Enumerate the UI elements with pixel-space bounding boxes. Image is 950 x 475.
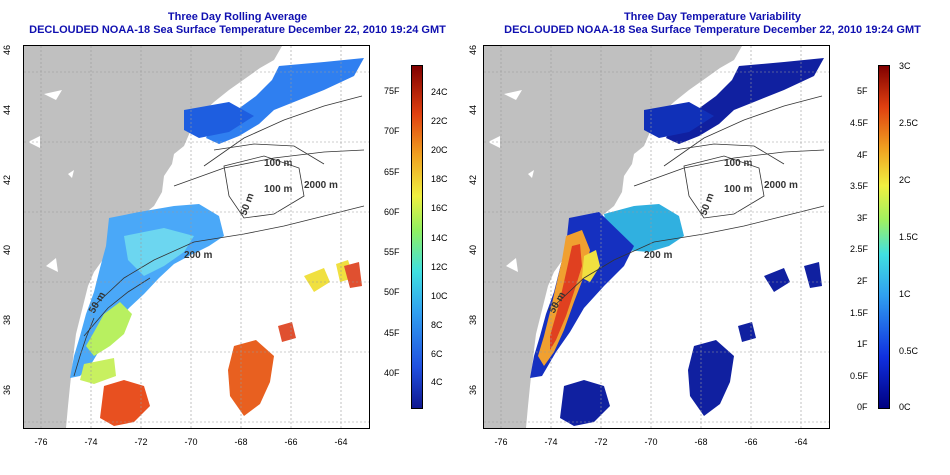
colorbar-label-f: 2.5F <box>850 244 869 254</box>
sst-average-panel: Three Day Rolling Average DECLOUDED NOAA… <box>2 11 448 447</box>
land <box>24 46 282 428</box>
colorbar-label-f: 1.5F <box>850 308 869 318</box>
contour-label: 2000 m <box>304 180 338 191</box>
lat-tick: 38 <box>2 315 12 326</box>
lon-tick: -72 <box>134 437 148 447</box>
panel-title: Three Day Rolling Average <box>167 11 308 23</box>
lat-tick: 36 <box>468 385 478 396</box>
contour-label: 200 m <box>184 250 212 261</box>
lon-tick: -70 <box>644 437 658 447</box>
colorbar-label-c: 2.5C <box>899 118 919 128</box>
panel-subtitle: DECLOUDED NOAA-18 Sea Surface Temperatur… <box>29 24 446 36</box>
contour-label: 100 m <box>724 184 752 195</box>
lat-tick: 38 <box>468 315 478 326</box>
contour-label: 200 m <box>644 250 672 261</box>
colorbar-label-c: 14C <box>431 233 448 243</box>
colorbar-label-c: 18C <box>431 174 448 184</box>
colorbar-label-f: 40F <box>384 368 400 378</box>
colorbar-label-c: 6C <box>431 349 443 359</box>
colorbar-label-f: 2F <box>857 276 868 286</box>
lat-tick: 42 <box>468 175 478 186</box>
colorbar-label-f: 50F <box>384 287 400 297</box>
colorbar-label-c: 20C <box>431 145 448 155</box>
lon-tick: -74 <box>84 437 98 447</box>
lat-tick: 44 <box>468 105 478 116</box>
lon-tick: -66 <box>284 437 298 447</box>
lon-tick: -64 <box>334 437 348 447</box>
colorbar-label-f: 0.5F <box>850 371 869 381</box>
land <box>484 46 742 428</box>
colorbar-label-f: 5F <box>857 86 868 96</box>
lat-tick: 36 <box>2 385 12 396</box>
lat-tick: 40 <box>468 245 478 256</box>
lat-tick: 42 <box>2 175 12 186</box>
colorbar-label-c: 3C <box>899 61 911 71</box>
colorbar-label-c: 8C <box>431 320 443 330</box>
colorbar-label-f: 4F <box>857 150 868 160</box>
contour-label: 100 m <box>264 184 292 195</box>
lon-tick: -70 <box>184 437 198 447</box>
temperature-colorbar <box>411 65 423 409</box>
lon-tick: -66 <box>744 437 758 447</box>
lon-tick: -76 <box>34 437 48 447</box>
colorbar-label-f: 70F <box>384 126 400 136</box>
colorbar-label-f: 60F <box>384 207 400 217</box>
colorbar-label-c: 1C <box>899 289 911 299</box>
colorbar-label-c: 0C <box>899 402 911 412</box>
sst-average-map: 100 m 2000 m 100 m 50 m 200 m 50 m <box>23 45 370 429</box>
colorbar-label-c: 22C <box>431 116 448 126</box>
lat-tick: 46 <box>2 45 12 56</box>
lon-tick: -72 <box>594 437 608 447</box>
lat-tick: 46 <box>468 45 478 56</box>
lat-tick: 40 <box>2 245 12 256</box>
lon-tick: -68 <box>234 437 248 447</box>
colorbar-label-f: 75F <box>384 86 400 96</box>
lon-tick: -64 <box>794 437 808 447</box>
panel-subtitle: DECLOUDED NOAA-18 Sea Surface Temperatur… <box>504 24 921 36</box>
lon-tick: -74 <box>544 437 558 447</box>
colorbar-label-f: 4.5F <box>850 118 869 128</box>
lon-tick: -76 <box>494 437 508 447</box>
colorbar-label-f: 0F <box>857 402 868 412</box>
colorbar-label-c: 16C <box>431 203 448 213</box>
colorbar-label-f: 65F <box>384 167 400 177</box>
variability-colorbar <box>878 65 890 409</box>
colorbar-label-c: 1.5C <box>899 232 919 242</box>
colorbar-label-f: 55F <box>384 247 400 257</box>
contour-label: 2000 m <box>764 180 798 191</box>
colorbar-label-c: 4C <box>431 377 443 387</box>
colorbar-label-f: 45F <box>384 328 400 338</box>
contour-label: 100 m <box>724 158 752 169</box>
colorbar-label-c: 12C <box>431 262 448 272</box>
lon-tick: -68 <box>694 437 708 447</box>
sst-variability-panel: Three Day Temperature Variability DECLOU… <box>468 0 950 475</box>
colorbar-label-c: 10C <box>431 291 448 301</box>
colorbar-label-c: 0.5C <box>899 346 919 356</box>
colorbar-label-c: 2C <box>899 175 911 185</box>
colorbar-label-f: 1F <box>857 339 868 349</box>
sst-variability-map: 100 m 2000 m 100 m 50 m 200 m 50 m <box>483 45 830 429</box>
contour-label: 100 m <box>264 158 292 169</box>
colorbar-label-f: 3F <box>857 213 868 223</box>
colorbar-label-f: 3.5F <box>850 181 869 191</box>
colorbar-label-c: 24C <box>431 87 448 97</box>
lat-tick: 44 <box>2 105 12 116</box>
panel-title: Three Day Temperature Variability <box>623 11 802 23</box>
